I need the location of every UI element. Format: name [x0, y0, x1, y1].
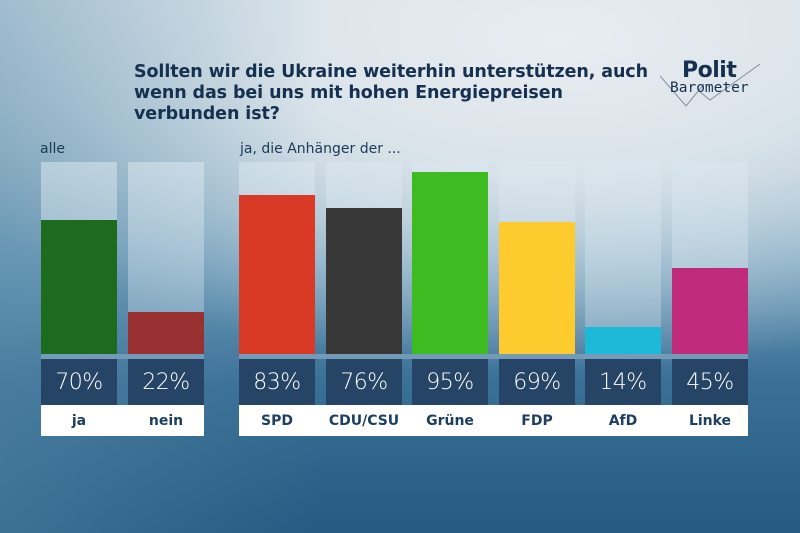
logo-polit: Polit [682, 58, 737, 83]
separator-band [41, 354, 204, 359]
bar-linke [672, 267, 748, 354]
data-label: 69% [499, 359, 575, 405]
category-label: SPD [261, 412, 293, 429]
bar-grüne [412, 171, 488, 354]
separator-band [239, 354, 748, 359]
category-label: CDU/CSU [328, 412, 400, 429]
data-label: 76% [326, 359, 402, 405]
data-label: 14% [585, 359, 661, 405]
category-label: FDP [521, 412, 553, 429]
politbarometer-logo: Polit Barometer [660, 58, 780, 112]
bar-fdp [499, 221, 575, 354]
data-label: 45% [672, 359, 748, 405]
data-label: 83% [239, 359, 315, 405]
bar-track [585, 162, 661, 354]
category-label-strip [41, 405, 204, 436]
bar-track [239, 162, 315, 354]
category-label: Grüne [426, 412, 474, 429]
data-label: 70% [41, 359, 117, 405]
category-label-strip [239, 405, 748, 436]
bar-ja [41, 219, 117, 354]
bar-track [412, 162, 488, 354]
logo-barometer: Barometer [670, 80, 749, 96]
category-label: Linke [688, 412, 732, 429]
bar-track [672, 162, 748, 354]
category-label: AfD [608, 412, 638, 429]
bar-track [41, 162, 117, 354]
bar-track [499, 162, 575, 354]
group-label: ja, die Anhänger der ... [240, 141, 401, 157]
bar-cdu-csu [326, 208, 402, 354]
data-label: 95% [412, 359, 488, 405]
checkmark-icon [660, 63, 761, 107]
bar-nein [128, 311, 204, 354]
bar-track [128, 162, 204, 354]
data-label: 22% [128, 359, 204, 405]
group-label: alle [40, 141, 65, 157]
bar-track [326, 162, 402, 354]
chart-title: Sollten wir die Ukraine weiterhin unters… [134, 62, 648, 124]
bar-afd [585, 327, 661, 354]
category-label: ja [71, 412, 87, 429]
category-label: nein [148, 412, 184, 429]
bar-spd [239, 194, 315, 354]
